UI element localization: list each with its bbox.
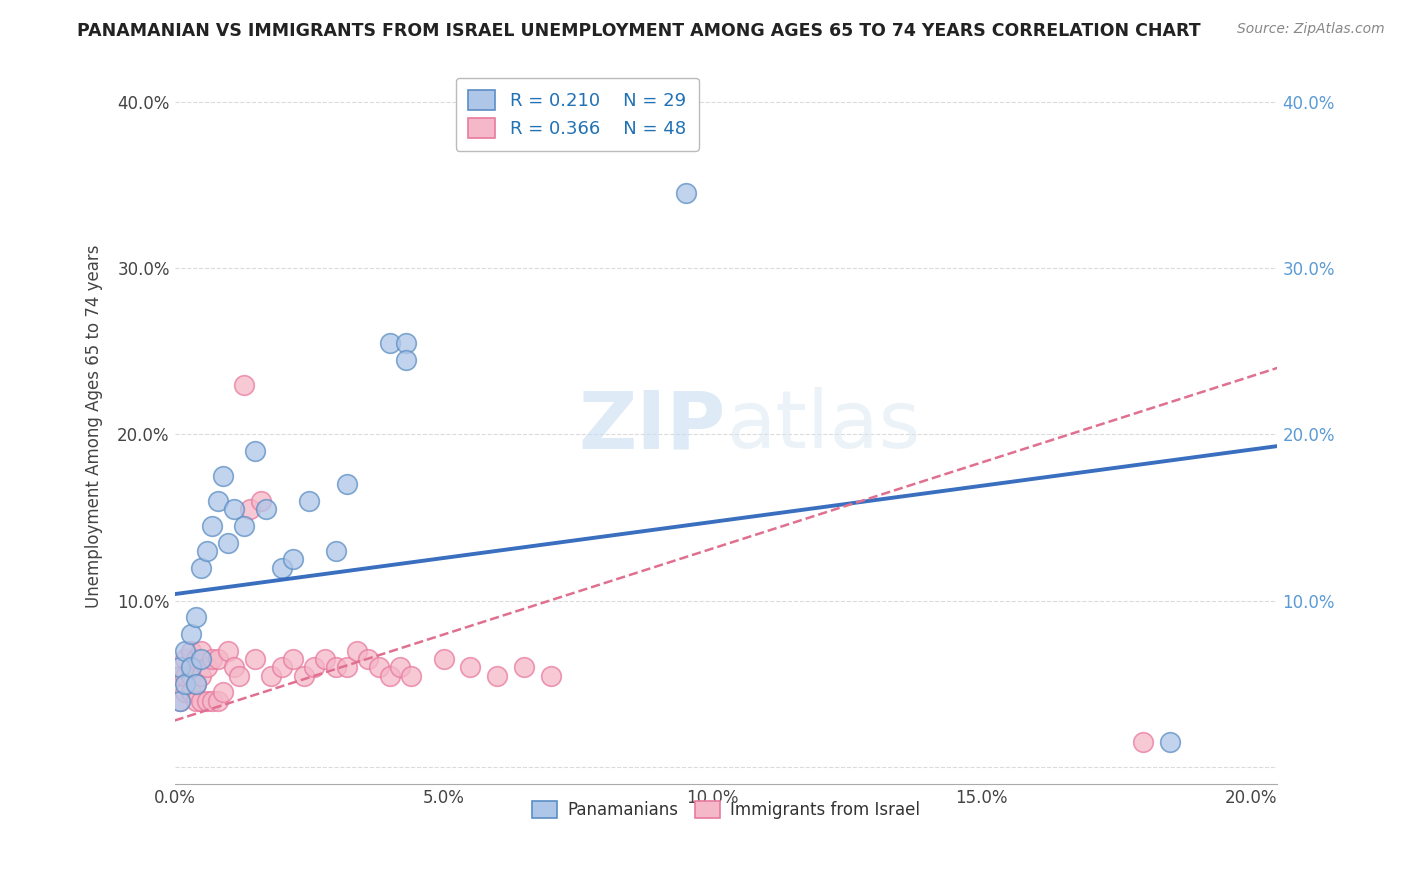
Point: [260, 668, 283, 682]
Text: atlas: atlas: [725, 387, 921, 465]
Point: [325, 544, 347, 558]
Y-axis label: Unemployment Among Ages 65 to 74 years: Unemployment Among Ages 65 to 74 years: [86, 244, 103, 607]
Point: [180, 627, 202, 641]
Point: [222, 502, 245, 516]
Point: [401, 668, 423, 682]
Point: [314, 652, 336, 666]
Point: [180, 643, 202, 657]
Point: [190, 693, 212, 707]
Point: [184, 652, 207, 666]
Point: [174, 677, 197, 691]
Point: [195, 660, 218, 674]
Point: [228, 668, 250, 682]
Point: [249, 494, 271, 508]
Point: [486, 668, 509, 682]
Point: [675, 186, 697, 201]
Point: [184, 610, 207, 624]
Legend: Panamanians, Immigrants from Israel: Panamanians, Immigrants from Israel: [526, 794, 927, 825]
Text: ZIP: ZIP: [579, 387, 725, 465]
Point: [1132, 735, 1154, 749]
Point: [346, 643, 368, 657]
Point: [378, 668, 401, 682]
Point: [195, 693, 218, 707]
Point: [281, 652, 304, 666]
Point: [190, 652, 212, 666]
Point: [201, 519, 224, 533]
Point: [169, 660, 191, 674]
Point: [395, 352, 418, 367]
Point: [212, 685, 235, 699]
Point: [180, 685, 202, 699]
Point: [239, 502, 262, 516]
Point: [271, 660, 294, 674]
Point: [184, 677, 207, 691]
Point: [432, 652, 454, 666]
Point: [298, 494, 321, 508]
Point: [174, 668, 197, 682]
Point: [389, 660, 412, 674]
Point: [190, 560, 212, 574]
Point: [169, 693, 191, 707]
Point: [378, 335, 401, 350]
Text: Source: ZipAtlas.com: Source: ZipAtlas.com: [1237, 22, 1385, 37]
Point: [245, 444, 267, 458]
Point: [281, 552, 304, 566]
Point: [254, 502, 277, 516]
Point: [207, 693, 229, 707]
Point: [184, 693, 207, 707]
Point: [169, 693, 191, 707]
Point: [233, 377, 256, 392]
Point: [190, 668, 212, 682]
Point: [540, 668, 562, 682]
Point: [201, 652, 224, 666]
Point: [222, 660, 245, 674]
Point: [460, 660, 482, 674]
Point: [184, 677, 207, 691]
Point: [395, 335, 418, 350]
Point: [1159, 735, 1181, 749]
Point: [207, 494, 229, 508]
Point: [174, 643, 197, 657]
Point: [292, 668, 315, 682]
Point: [271, 560, 294, 574]
Point: [180, 660, 202, 674]
Point: [174, 685, 197, 699]
Point: [207, 652, 229, 666]
Point: [368, 660, 391, 674]
Point: [233, 519, 256, 533]
Point: [169, 668, 191, 682]
Point: [336, 660, 359, 674]
Point: [217, 643, 239, 657]
Point: [180, 668, 202, 682]
Point: [513, 660, 536, 674]
Text: PANAMANIAN VS IMMIGRANTS FROM ISRAEL UNEMPLOYMENT AMONG AGES 65 TO 74 YEARS CORR: PANAMANIAN VS IMMIGRANTS FROM ISRAEL UNE…: [77, 22, 1201, 40]
Point: [325, 660, 347, 674]
Point: [190, 643, 212, 657]
Point: [217, 535, 239, 549]
Point: [195, 544, 218, 558]
Point: [201, 693, 224, 707]
Point: [336, 477, 359, 491]
Point: [174, 652, 197, 666]
Point: [212, 469, 235, 483]
Point: [304, 660, 326, 674]
Point: [245, 652, 267, 666]
Point: [357, 652, 380, 666]
